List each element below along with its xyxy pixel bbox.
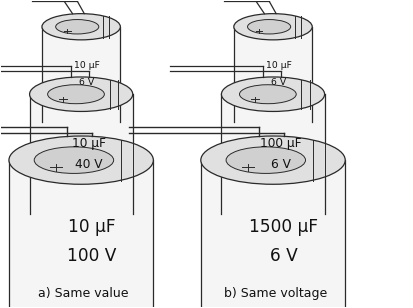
Text: a) Same value: a) Same value [38,287,128,300]
Ellipse shape [247,19,290,34]
Ellipse shape [34,147,114,173]
Ellipse shape [239,85,296,104]
Ellipse shape [55,19,99,34]
Text: 6 V: 6 V [79,78,95,87]
Bar [233,27,311,122]
Text: 6 V: 6 V [270,158,290,171]
Text: 10 μF: 10 μF [74,61,100,70]
Bar [221,94,324,214]
Ellipse shape [42,109,120,135]
Ellipse shape [9,298,153,308]
Text: 6 V: 6 V [269,247,297,265]
Text: 10 μF: 10 μF [265,61,291,70]
Ellipse shape [29,197,133,231]
Ellipse shape [221,197,324,231]
Ellipse shape [42,14,120,40]
Ellipse shape [29,77,133,111]
Bar [200,160,344,308]
Text: 10 μF: 10 μF [72,137,106,150]
Ellipse shape [200,298,344,308]
Text: 1500 μF: 1500 μF [249,218,318,236]
Bar [29,94,133,214]
Ellipse shape [225,147,305,173]
Bar [9,160,153,308]
Text: 6 V: 6 V [271,78,286,87]
Ellipse shape [200,136,344,184]
Ellipse shape [221,77,324,111]
Text: 10 μF: 10 μF [68,218,116,236]
Text: b) Same voltage: b) Same voltage [223,287,326,300]
Ellipse shape [233,14,311,40]
Text: 40 V: 40 V [75,158,102,171]
Text: 100 μF: 100 μF [259,137,301,150]
Ellipse shape [233,109,311,135]
Text: 100 V: 100 V [67,247,116,265]
Ellipse shape [9,136,153,184]
Bar [42,27,120,122]
Ellipse shape [47,85,104,104]
